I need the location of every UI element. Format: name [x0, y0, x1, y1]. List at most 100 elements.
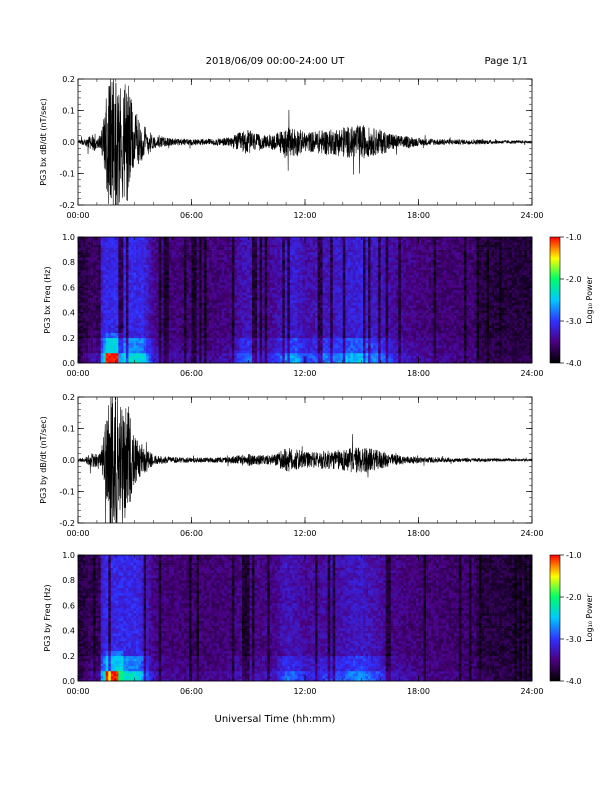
- heatmap-cell: [294, 247, 298, 250]
- heatmap-cell: [133, 292, 137, 296]
- heatmap-cell: [191, 325, 195, 329]
- heatmap-cell: [320, 267, 323, 271]
- heatmap-cell: [148, 279, 152, 283]
- heatmap-cell: [163, 269, 167, 273]
- heatmap-cell: [292, 360, 296, 364]
- heatmap-cell: [297, 277, 301, 281]
- heatmap-cell: [249, 289, 253, 293]
- heatmap-cell: [173, 274, 177, 278]
- heatmap-cell: [305, 269, 308, 273]
- heatmap-cell: [305, 279, 308, 283]
- heatmap-cell: [297, 332, 301, 336]
- heatmap-cell: [88, 350, 91, 354]
- heatmap-cell: [133, 310, 137, 313]
- heatmap-cell: [312, 315, 316, 318]
- heatmap-cell: [168, 337, 172, 341]
- heatmap-cell: [289, 259, 293, 263]
- heatmap-cell: [249, 277, 253, 281]
- heatmap-cell: [178, 269, 182, 273]
- heatmap-cell: [259, 294, 263, 298]
- heatmap-cell: [282, 327, 286, 331]
- heatmap-cell: [214, 325, 218, 329]
- heatmap-cell: [194, 252, 197, 255]
- heatmap-cell: [239, 247, 243, 250]
- heatmap-cell: [125, 277, 129, 281]
- heatmap-cell: [219, 257, 223, 260]
- heatmap-cell: [259, 347, 263, 351]
- heatmap-cell: [269, 259, 273, 263]
- heatmap-cell: [83, 249, 86, 253]
- heatmap-cell: [287, 302, 291, 306]
- heatmap-cell: [249, 287, 253, 291]
- heatmap-cell: [83, 242, 86, 245]
- heatmap-cell: [216, 300, 220, 303]
- heatmap-cell: [236, 302, 240, 306]
- heatmap-cell: [229, 292, 233, 296]
- heatmap-cell: [320, 289, 323, 293]
- heatmap-cell: [249, 315, 253, 318]
- heatmap-cell: [277, 317, 281, 321]
- heatmap-cell: [204, 254, 207, 258]
- heatmap-cell: [138, 357, 142, 361]
- heatmap-cell: [98, 310, 101, 313]
- heatmap-cell: [305, 264, 308, 268]
- heatmap-cell: [224, 272, 228, 276]
- heatmap-cell: [90, 307, 94, 311]
- heatmap-cell: [199, 277, 202, 281]
- heatmap-cell: [282, 267, 286, 271]
- heatmap-cell: [272, 289, 276, 293]
- heatmap-cell: [143, 357, 147, 361]
- heatmap-cell: [183, 292, 187, 296]
- heatmap-cell: [120, 237, 124, 240]
- heatmap-cell: [194, 315, 197, 318]
- heatmap-cell: [161, 312, 165, 316]
- heatmap-cell: [239, 342, 243, 346]
- heatmap-cell: [287, 297, 291, 301]
- heatmap-cell: [254, 355, 258, 359]
- heatmap-cell: [123, 352, 127, 356]
- heatmap-cell: [161, 237, 165, 240]
- heatmap-cell: [219, 252, 223, 255]
- heatmap-cell: [105, 254, 109, 258]
- heatmap-cell: [224, 310, 228, 313]
- heatmap-cell: [118, 305, 122, 308]
- heatmap-cell: [95, 325, 99, 329]
- heatmap-cell: [166, 292, 170, 296]
- heatmap-cell: [103, 342, 107, 346]
- heatmap-cell: [188, 259, 192, 263]
- heatmap-cell: [156, 310, 160, 313]
- heatmap-cell: [95, 322, 99, 326]
- heatmap-cell: [115, 267, 119, 271]
- heatmap-cell: [259, 322, 263, 326]
- heatmap-cell: [302, 247, 306, 250]
- heatmap-cell: [269, 300, 273, 303]
- heatmap-cell: [231, 284, 235, 288]
- heatmap-cell: [234, 237, 238, 240]
- heatmap-cell: [88, 257, 91, 260]
- heatmap-cell: [199, 269, 202, 273]
- heatmap-cell: [312, 322, 316, 326]
- heatmap-cell: [246, 244, 250, 248]
- heatmap-cell: [209, 294, 212, 298]
- heatmap-cell: [294, 239, 298, 243]
- heatmap-cell: [146, 274, 149, 278]
- heatmap-cell: [274, 289, 278, 293]
- heatmap-cell: [201, 300, 205, 303]
- heatmap-cell: [254, 294, 258, 298]
- heatmap-cell: [289, 312, 293, 316]
- heatmap-cell: [282, 262, 286, 266]
- heatmap-cell: [322, 357, 326, 361]
- heatmap-cell: [194, 297, 197, 301]
- heatmap-cell: [226, 297, 230, 301]
- heatmap-cell: [83, 259, 86, 263]
- heatmap-cell: [120, 242, 124, 245]
- heatmap-cell: [163, 287, 167, 291]
- heatmap-cell: [85, 332, 89, 336]
- heatmap-cell: [103, 289, 107, 293]
- heatmap-cell: [123, 350, 127, 354]
- heatmap-cell: [214, 337, 218, 341]
- heatmap-cell: [252, 327, 255, 331]
- heatmap-cell: [249, 307, 253, 311]
- heatmap-cell: [277, 307, 281, 311]
- heatmap-cell: [136, 277, 139, 281]
